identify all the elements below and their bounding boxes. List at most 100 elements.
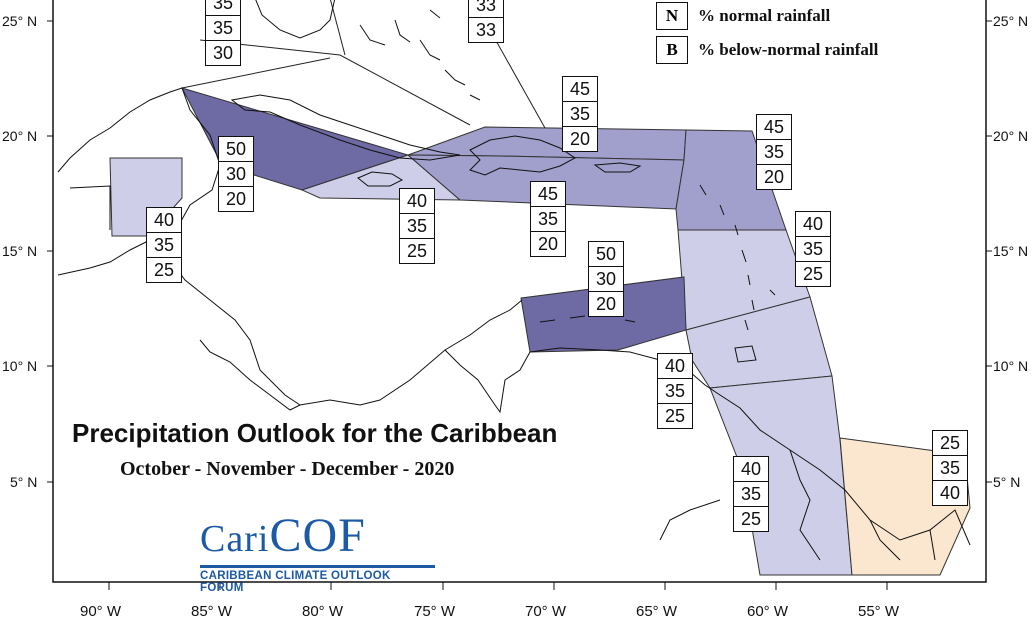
lat-label-15-right: 15° N xyxy=(993,243,1028,259)
prob-value: 35 xyxy=(206,16,240,41)
logo-name-part2: COF xyxy=(269,509,366,562)
lat-label-10-right: 10° N xyxy=(993,358,1028,374)
lon-label-60: 60° W xyxy=(747,603,789,620)
coast-panama xyxy=(199,339,301,411)
prob-box-belize: 40 35 25 xyxy=(146,207,182,283)
prob-value: 35 xyxy=(400,214,434,239)
prob-value: 25 xyxy=(740,509,762,529)
coast-florida xyxy=(255,0,336,39)
prob-value: 35 xyxy=(734,482,768,507)
outlook-regions xyxy=(109,87,971,576)
prob-value: 50 xyxy=(589,242,623,267)
prob-box-trinidad: 40 35 25 xyxy=(657,353,693,429)
prob-value: 30 xyxy=(212,43,234,63)
prob-value: 40 xyxy=(147,208,181,233)
prob-value: 25 xyxy=(802,264,824,284)
prob-box-top-left: 35 35 30 xyxy=(205,0,241,66)
prob-box-hispaniola-south: 45 35 20 xyxy=(530,181,566,257)
logo-name-part1: Cari xyxy=(200,518,270,560)
region-outlines xyxy=(181,0,546,129)
lat-label-5-left: 5° N xyxy=(10,474,37,490)
lat-label-20-right: 20° N xyxy=(993,128,1028,144)
lat-ticks xyxy=(47,20,992,483)
prob-value: 35 xyxy=(933,456,967,481)
prob-value: 40 xyxy=(796,212,830,237)
prob-value: 40 xyxy=(400,189,434,214)
lon-label-90: 90° W xyxy=(80,603,122,620)
prob-value: 20 xyxy=(763,167,785,187)
lat-label-20-left: 20° N xyxy=(2,128,37,144)
prob-box-jamaica: 40 35 25 xyxy=(399,188,435,264)
prob-value: 40 xyxy=(939,483,961,503)
prob-value: 50 xyxy=(219,137,253,162)
prob-value: 35 xyxy=(563,102,597,127)
map-title: Precipitation Outlook for the Caribbean xyxy=(72,418,558,448)
map-frame xyxy=(52,0,987,583)
prob-value: 45 xyxy=(531,182,565,207)
prob-value: 20 xyxy=(537,234,559,254)
coast-central-america-2 xyxy=(149,239,523,406)
prob-value: 35 xyxy=(531,207,565,232)
lat-label-25-left: 25° N xyxy=(2,13,37,29)
prob-value: 35 xyxy=(206,0,240,16)
logo-wordmark: CariCOF xyxy=(200,512,435,563)
prob-value: 33 xyxy=(475,20,497,40)
legend-text-below: % below-normal rainfall xyxy=(698,40,879,59)
lon-ticks xyxy=(108,582,888,590)
prob-value: 40 xyxy=(658,354,692,379)
coast-hispaniola xyxy=(469,135,576,176)
coast-cuba xyxy=(230,94,461,161)
legend-text-normal: % normal rainfall xyxy=(698,6,831,25)
prob-value: 35 xyxy=(147,233,181,258)
prob-value: 25 xyxy=(933,431,967,456)
prob-box-guyana: 40 35 25 xyxy=(733,456,769,532)
prob-box-abc: 50 30 20 xyxy=(588,241,624,317)
lon-label-65: 65° W xyxy=(636,603,678,620)
coast-lesser-antilles xyxy=(699,184,776,331)
coast-abc xyxy=(539,311,636,323)
prob-value: 35 xyxy=(757,140,791,165)
prob-value: 25 xyxy=(406,241,428,261)
coast-bahamas xyxy=(359,9,481,101)
coast-guianas-inland xyxy=(659,449,936,561)
prob-value: 45 xyxy=(563,77,597,102)
prob-box-leeward: 45 35 20 xyxy=(756,114,792,190)
coast-puerto-rico xyxy=(593,162,642,173)
prob-value: 20 xyxy=(225,189,247,209)
lon-label-80: 80° W xyxy=(302,603,344,620)
legend-key-normal: N xyxy=(656,2,688,30)
prob-value: 30 xyxy=(589,267,623,292)
prob-value: 33 xyxy=(469,0,503,18)
lat-label-25-right: 25° N xyxy=(993,13,1028,29)
prob-box-french-guiana: 25 35 40 xyxy=(932,430,968,506)
logo-divider xyxy=(200,565,435,568)
legend-key-below: B xyxy=(656,36,688,64)
lon-label-75: 75° W xyxy=(414,603,456,620)
prob-value: 25 xyxy=(664,406,686,426)
yucatan-boundary xyxy=(69,185,111,230)
lon-label-55: 55° W xyxy=(858,603,900,620)
coast-jamaica xyxy=(357,171,404,187)
coast-trinidad xyxy=(734,345,757,363)
prob-value: 30 xyxy=(219,162,253,187)
caricof-logo: CariCOF CARIBBEAN CLIMATE OUTLOOK FORUM xyxy=(200,512,435,594)
prob-value: 25 xyxy=(153,260,175,280)
lat-label-5-right: 5° N xyxy=(993,474,1020,490)
coast-central-america xyxy=(57,87,221,276)
map-subtitle: October - November - December - 2020 xyxy=(120,458,455,480)
prob-box-cuba: 50 30 20 xyxy=(218,136,254,212)
lat-label-15-left: 15° N xyxy=(2,243,37,259)
prob-box-bahamas: 33 33 xyxy=(468,0,504,43)
logo-tagline: CARIBBEAN CLIMATE OUTLOOK FORUM xyxy=(200,570,391,594)
prob-value: 45 xyxy=(757,115,791,140)
prob-value: 35 xyxy=(658,379,692,404)
region-guyana xyxy=(709,375,853,576)
lon-label-85: 85° W xyxy=(191,603,233,620)
prob-value: 20 xyxy=(569,129,591,149)
prob-box-hispaniola-north: 45 35 20 xyxy=(562,76,598,152)
prob-value: 35 xyxy=(796,237,830,262)
legend-below: B % below-normal rainfall xyxy=(656,36,878,64)
prob-box-windward: 40 35 25 xyxy=(795,211,831,287)
prob-value: 40 xyxy=(734,457,768,482)
